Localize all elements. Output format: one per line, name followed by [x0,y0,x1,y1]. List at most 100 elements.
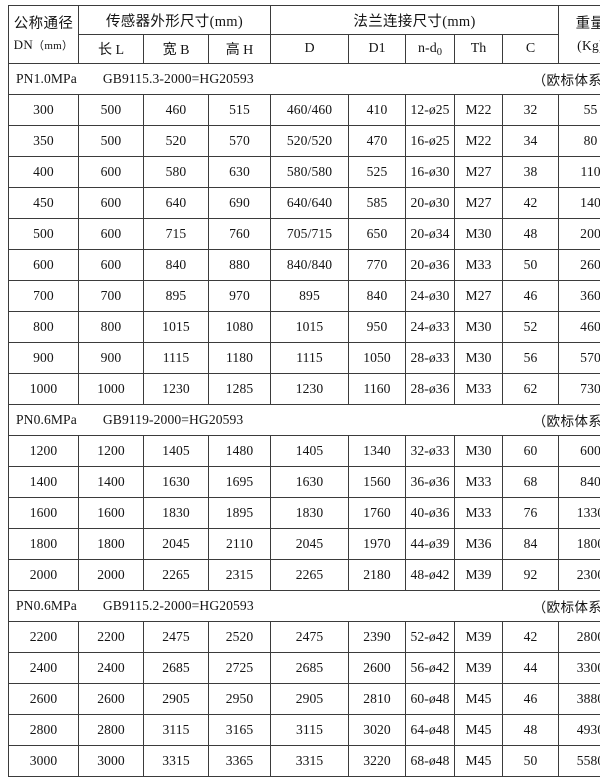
table-cell: M45 [455,684,503,715]
table-cell: 460 [559,312,600,343]
table-cell: 570 [559,343,600,374]
header-weight: 重量 (Kg) [559,6,600,64]
table-cell: 1800 [79,529,144,560]
table-cell: 55 [559,95,600,126]
table-cell: 2475 [271,622,349,653]
table-cell: M27 [455,281,503,312]
table-cell: 500 [79,126,144,157]
table-cell: 2685 [271,653,349,684]
cell-dn: 300 [9,95,79,126]
header-thread: Th [455,35,503,64]
section-pressure-rating: PN0.6MPa [16,598,77,614]
cell-dn: 1600 [9,498,79,529]
table-cell: 80 [559,126,600,157]
header-nominal-diameter-label: 公称通径 [9,15,78,34]
table-cell: 895 [144,281,209,312]
table-cell: 1160 [349,374,406,405]
section-standard-code: GB9115.2-2000=HG20593 [103,598,254,614]
table-cell: 28-ø33 [406,343,455,374]
table-cell: 525 [349,157,406,188]
table-cell: 600 [79,157,144,188]
table-cell: 3220 [349,746,406,777]
table-cell: 1405 [271,436,349,467]
table-cell: 140 [559,188,600,219]
table-cell: M39 [455,560,503,591]
table-cell: 38 [503,157,559,188]
table-cell: 840 [559,467,600,498]
table-header: 公称通径 DN（mm） 传感器外形尺寸(mm) 法兰连接尺寸(mm) 重量 (K… [9,6,600,64]
table-cell: 900 [79,343,144,374]
table-cell: M30 [455,219,503,250]
table-cell: 2045 [144,529,209,560]
header-d1: D1 [349,35,406,64]
table-cell: 40-ø36 [406,498,455,529]
table-cell: 3000 [79,746,144,777]
table-cell: 2045 [271,529,349,560]
table-cell: 580/580 [271,157,349,188]
table-cell: 20-ø36 [406,250,455,281]
table-cell: 1115 [144,343,209,374]
table-cell: 410 [349,95,406,126]
table-cell: 630 [209,157,271,188]
cell-dn: 2600 [9,684,79,715]
header-nominal-diameter-unit: DN（mm） [9,37,78,54]
table-cell: 970 [209,281,271,312]
table-cell: 580 [144,157,209,188]
header-width: 宽 B [144,35,209,64]
table-cell: 20-ø34 [406,219,455,250]
table-cell: 1080 [209,312,271,343]
table-cell: 50 [503,250,559,281]
table-cell: M33 [455,374,503,405]
table-cell: 1015 [271,312,349,343]
table-cell: 650 [349,219,406,250]
table-cell: 1760 [349,498,406,529]
table-cell: 840/840 [271,250,349,281]
table-cell: 3365 [209,746,271,777]
cell-dn: 900 [9,343,79,374]
table-cell: 64-ø48 [406,715,455,746]
table-cell: 2905 [144,684,209,715]
table-cell: 1560 [349,467,406,498]
table-cell: M33 [455,250,503,281]
table-cell: M45 [455,746,503,777]
table-cell: 1695 [209,467,271,498]
table-cell: 950 [349,312,406,343]
cell-dn: 350 [9,126,79,157]
section-pressure-rating: PN0.6MPa [16,412,77,428]
table-cell: 56-ø42 [406,653,455,684]
table-cell: 1330 [559,498,600,529]
table-cell: 110 [559,157,600,188]
section-pressure-rating: PN1.0MPa [16,71,77,87]
cell-dn: 700 [9,281,79,312]
table-cell: 2475 [144,622,209,653]
table-cell: 470 [349,126,406,157]
cell-dn: 1800 [9,529,79,560]
table-cell: 32 [503,95,559,126]
table-cell: 515 [209,95,271,126]
table-cell: 52 [503,312,559,343]
table-cell: 2905 [271,684,349,715]
table-cell: 44 [503,653,559,684]
table-cell: 200 [559,219,600,250]
table-cell: 92 [503,560,559,591]
table-cell: 460 [144,95,209,126]
table-cell: 46 [503,684,559,715]
table-cell: 1630 [271,467,349,498]
header-flange-dimensions: 法兰连接尺寸(mm) [271,6,559,35]
table-cell: M33 [455,467,503,498]
table-cell: 3315 [144,746,209,777]
table-cell: 42 [503,622,559,653]
table-cell: 880 [209,250,271,281]
header-group-row: 公称通径 DN（mm） 传感器外形尺寸(mm) 法兰连接尺寸(mm) 重量 (K… [9,6,600,35]
section-standard-code: GB9115.3-2000=HG20593 [103,71,254,87]
table-cell: 500 [79,95,144,126]
cell-dn: 600 [9,250,79,281]
table-cell: 600 [559,436,600,467]
table-cell: 48-ø42 [406,560,455,591]
